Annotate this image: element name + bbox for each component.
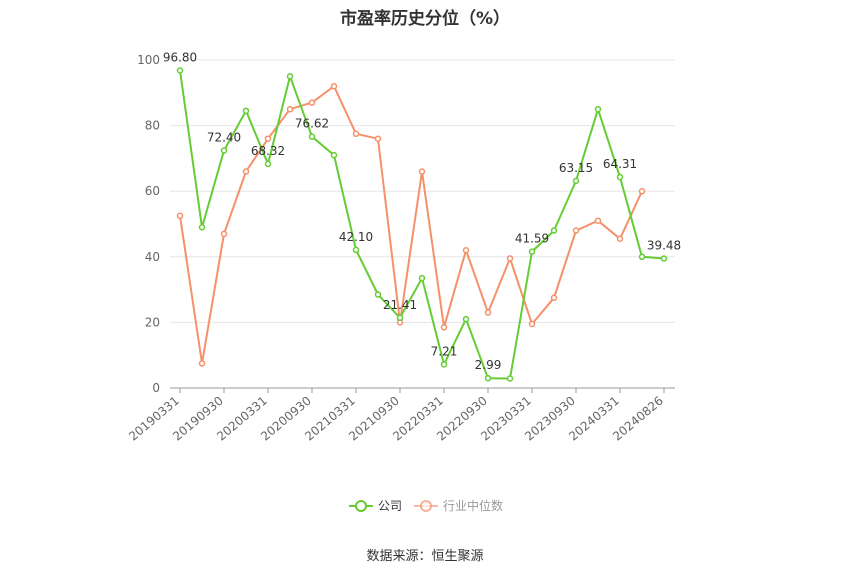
company-point (594, 105, 602, 113)
data-label: 72.40 (207, 131, 241, 145)
series-industry (176, 82, 646, 367)
company-point (484, 374, 492, 382)
data-label: 64.31 (603, 157, 637, 171)
company-point (396, 314, 404, 322)
y-tick-label: 0 (152, 381, 160, 395)
company-point (440, 361, 448, 368)
data-label: 68.32 (251, 144, 285, 158)
industry-point (176, 212, 184, 220)
industry-point (638, 187, 646, 195)
industry-point (462, 246, 470, 254)
company-point (198, 224, 206, 231)
industry-point (484, 309, 492, 316)
data-label: 63.15 (559, 161, 593, 175)
company-point (528, 248, 536, 255)
chart-title: 市盈率历史分位（%） (339, 9, 511, 29)
industry-point (198, 360, 206, 367)
y-tick-label: 20 (145, 315, 160, 329)
legend: 公司 行业中位数 (349, 498, 503, 513)
company-point (308, 133, 316, 140)
legend-industry-label: 行业中位数 (443, 498, 503, 513)
industry-point (550, 294, 558, 302)
industry-point (572, 227, 580, 234)
company-point (616, 173, 624, 181)
data-source-note: 数据来源：恒生聚源 (366, 549, 484, 564)
industry-point (308, 99, 316, 106)
industry-point (418, 168, 426, 175)
industry-point (528, 320, 536, 328)
industry-point (330, 82, 338, 90)
industry-point (374, 135, 382, 142)
data-label: 41.59 (515, 232, 549, 246)
industry-point (286, 105, 294, 113)
company-point (462, 315, 470, 323)
company-point (572, 177, 580, 185)
company-point (638, 253, 646, 261)
company-point (264, 160, 272, 168)
industry-point (242, 168, 250, 175)
company-point (550, 227, 558, 234)
company-point (374, 291, 382, 298)
company-point (176, 67, 184, 74)
industry-line (179, 85, 643, 365)
industry-point (594, 217, 602, 224)
data-label: 7.21 (431, 344, 458, 358)
legend-company-label: 公司 (378, 499, 402, 513)
company-point (418, 274, 426, 282)
data-label: 96.80 (163, 50, 197, 64)
y-tick-label: 80 (145, 119, 160, 133)
company-point (660, 255, 668, 262)
series-company (176, 67, 668, 382)
legend-industry-swatch-marker (420, 500, 432, 512)
industry-point (506, 255, 514, 262)
industry-point (220, 230, 228, 238)
industry-point (616, 235, 624, 243)
data-label: 39.48 (647, 239, 681, 253)
y-tick-label: 100 (137, 53, 160, 67)
industry-point (440, 324, 448, 331)
company-point (506, 375, 514, 382)
company-point (286, 73, 294, 80)
data-label: 42.10 (339, 230, 373, 244)
industry-point (264, 135, 272, 142)
data-label: 76.62 (295, 117, 329, 131)
legend-company-swatch-marker (355, 500, 367, 512)
data-label: 2.99 (475, 358, 502, 372)
company-point (242, 107, 250, 115)
y-tick-label: 40 (145, 250, 160, 264)
data-label: 21.41 (383, 298, 417, 312)
y-tick-label: 60 (145, 184, 160, 198)
company-point (220, 147, 228, 154)
industry-point (352, 130, 360, 138)
company-point (330, 151, 338, 159)
company-point (352, 246, 360, 254)
